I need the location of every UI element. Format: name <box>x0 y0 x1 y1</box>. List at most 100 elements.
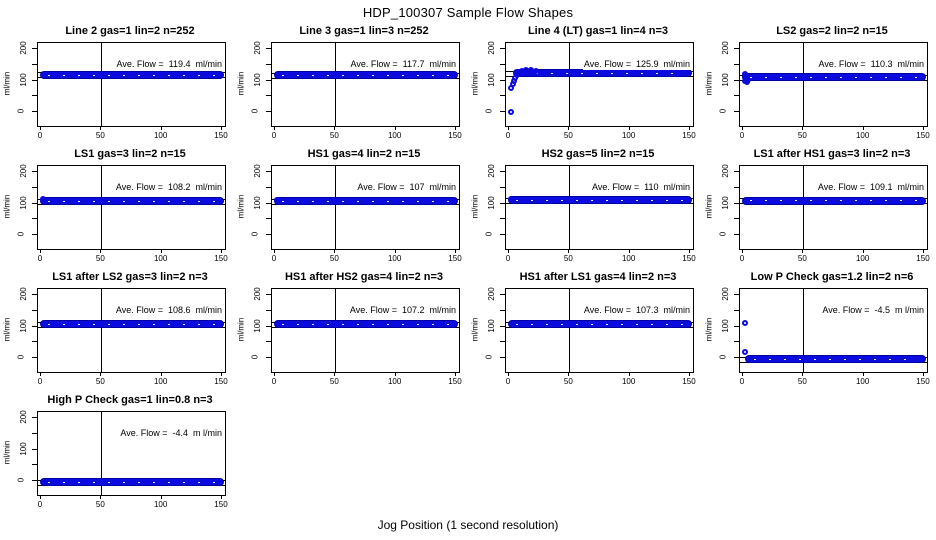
y-tick-mark <box>734 95 739 97</box>
vline-50 <box>803 289 805 372</box>
flow-panel: LS1 after HS1 gas=3 lin=2 n=3 ml/min 0 10… <box>702 145 936 268</box>
data-point <box>508 108 515 115</box>
y-tick-labels: 0 100 200 <box>251 42 264 125</box>
vline-50 <box>569 43 571 126</box>
y-tick-label: 0 <box>16 354 26 360</box>
x-tick-label: 50 <box>797 131 807 140</box>
plot-area: Ave. Flow = -4.5 m l/min <box>739 288 928 373</box>
ave-flow-annotation: Ave. Flow = 110.3 ml/min <box>817 59 925 71</box>
flow-panel: Line 3 gas=1 lin=3 n=252 ml/min 0 100 200 … <box>234 22 468 145</box>
y-tick-mark <box>266 202 271 204</box>
x-tick-label: 0 <box>505 131 511 140</box>
x-tick-label: 100 <box>621 254 636 263</box>
x-tick-mark <box>160 126 162 130</box>
ave-flow-annotation: Ave. Flow = -4.4 m l/min <box>119 428 223 440</box>
y-tick-mark <box>32 48 37 50</box>
panel-title: LS1 gas=3 lin=2 n=15 <box>74 148 186 160</box>
ave-flow-annotation: Ave. Flow = 107.2 ml/min <box>348 305 457 317</box>
data-point <box>742 349 749 356</box>
y-tick-label: 100 <box>18 72 28 87</box>
x-tick-mark <box>274 249 276 253</box>
flow-band <box>273 320 458 329</box>
y-tick-label: 200 <box>720 287 730 301</box>
x-tick-label: 150 <box>214 254 228 263</box>
y-tick-mark <box>32 186 37 188</box>
flow-band <box>39 70 224 79</box>
y-tick-label: 100 <box>252 318 262 333</box>
x-tick-mark <box>568 249 570 253</box>
flow-band <box>741 73 926 82</box>
y-tick-label: 0 <box>484 231 494 237</box>
vline-50 <box>101 412 103 495</box>
y-tick-label: 200 <box>252 287 262 301</box>
ave-flow-annotation: Ave. Flow = 109.1 ml/min <box>816 182 925 194</box>
y-tick-label: 0 <box>16 108 26 114</box>
x-tick-mark <box>160 372 162 376</box>
y-tick-mark <box>734 202 739 204</box>
flow-panel: HS1 after LS1 gas=4 lin=2 n=3 ml/min 0 10… <box>468 268 702 391</box>
plot-area: Ave. Flow = 107.3 ml/min <box>505 288 694 373</box>
y-tick-label: 200 <box>18 41 28 55</box>
y-tick-label: 200 <box>18 287 28 301</box>
x-tick-label: 0 <box>505 377 511 386</box>
y-axis <box>500 165 505 248</box>
y-tick-mark <box>734 341 739 343</box>
panel-title: Low P Check gas=1.2 lin=2 n=6 <box>750 271 914 283</box>
flow-panel: High P Check gas=1 lin=0.8 n=3 ml/min 0 1… <box>0 391 234 514</box>
x-axis: 0 50 100 150 <box>739 372 930 388</box>
ave-flow-annotation: Ave. Flow = 125.9 ml/min <box>582 59 691 71</box>
x-tick-mark <box>100 372 102 376</box>
y-tick-mark <box>500 171 505 173</box>
y-tick-mark <box>266 79 271 81</box>
flow-band <box>745 355 926 364</box>
y-tick-mark <box>32 171 37 173</box>
x-tick-mark <box>508 126 510 130</box>
y-tick-mark <box>266 95 271 97</box>
x-axis: 0 50 100 150 <box>271 126 462 142</box>
y-axis-label: ml/min <box>470 317 480 342</box>
x-axis: 0 50 100 150 <box>37 372 228 388</box>
y-axis-label: ml/min <box>236 317 246 342</box>
y-axis <box>734 288 739 371</box>
x-tick-label: 0 <box>739 377 745 386</box>
x-tick-mark <box>688 249 690 253</box>
y-tick-label: 100 <box>486 318 496 333</box>
x-tick-mark <box>334 372 336 376</box>
y-axis-label: ml/min <box>470 194 480 219</box>
x-tick-label: 150 <box>916 131 930 140</box>
y-tick-mark <box>32 356 37 358</box>
y-axis <box>266 42 271 125</box>
y-tick-mark <box>734 356 739 358</box>
y-tick-label: 200 <box>486 41 496 55</box>
x-tick-label: 50 <box>563 377 573 386</box>
x-tick-label: 0 <box>739 254 745 263</box>
x-tick-mark <box>454 249 456 253</box>
y-tick-mark <box>500 95 505 97</box>
vline-50 <box>803 166 805 249</box>
x-tick-mark <box>862 126 864 130</box>
x-tick-mark <box>742 126 744 130</box>
y-tick-labels: 0 100 200 <box>17 165 30 248</box>
x-tick-mark <box>274 126 276 130</box>
y-tick-mark <box>734 79 739 81</box>
y-tick-label: 100 <box>252 195 262 210</box>
y-tick-label: 100 <box>18 195 28 210</box>
figure-title: HDP_100307 Sample Flow Shapes <box>362 5 574 20</box>
plot-area: Ave. Flow = 107.2 ml/min <box>271 288 460 373</box>
x-tick-label: 0 <box>739 131 745 140</box>
flow-panel: LS1 gas=3 lin=2 n=15 ml/min 0 100 200 Ave.… <box>0 145 234 268</box>
y-tick-mark <box>734 63 739 65</box>
x-tick-mark <box>628 249 630 253</box>
y-tick-mark <box>32 218 37 220</box>
y-tick-label: 0 <box>718 231 728 237</box>
y-axis-label: ml/min <box>704 194 714 219</box>
y-axis <box>734 165 739 248</box>
x-tick-mark <box>688 372 690 376</box>
plot-area: Ave. Flow = 108.2 ml/min <box>37 165 226 250</box>
y-tick-label: 200 <box>486 287 496 301</box>
flow-band <box>741 196 926 205</box>
x-tick-mark <box>40 372 42 376</box>
y-tick-label: 200 <box>252 164 262 178</box>
x-tick-mark <box>160 249 162 253</box>
flow-band <box>507 320 692 329</box>
